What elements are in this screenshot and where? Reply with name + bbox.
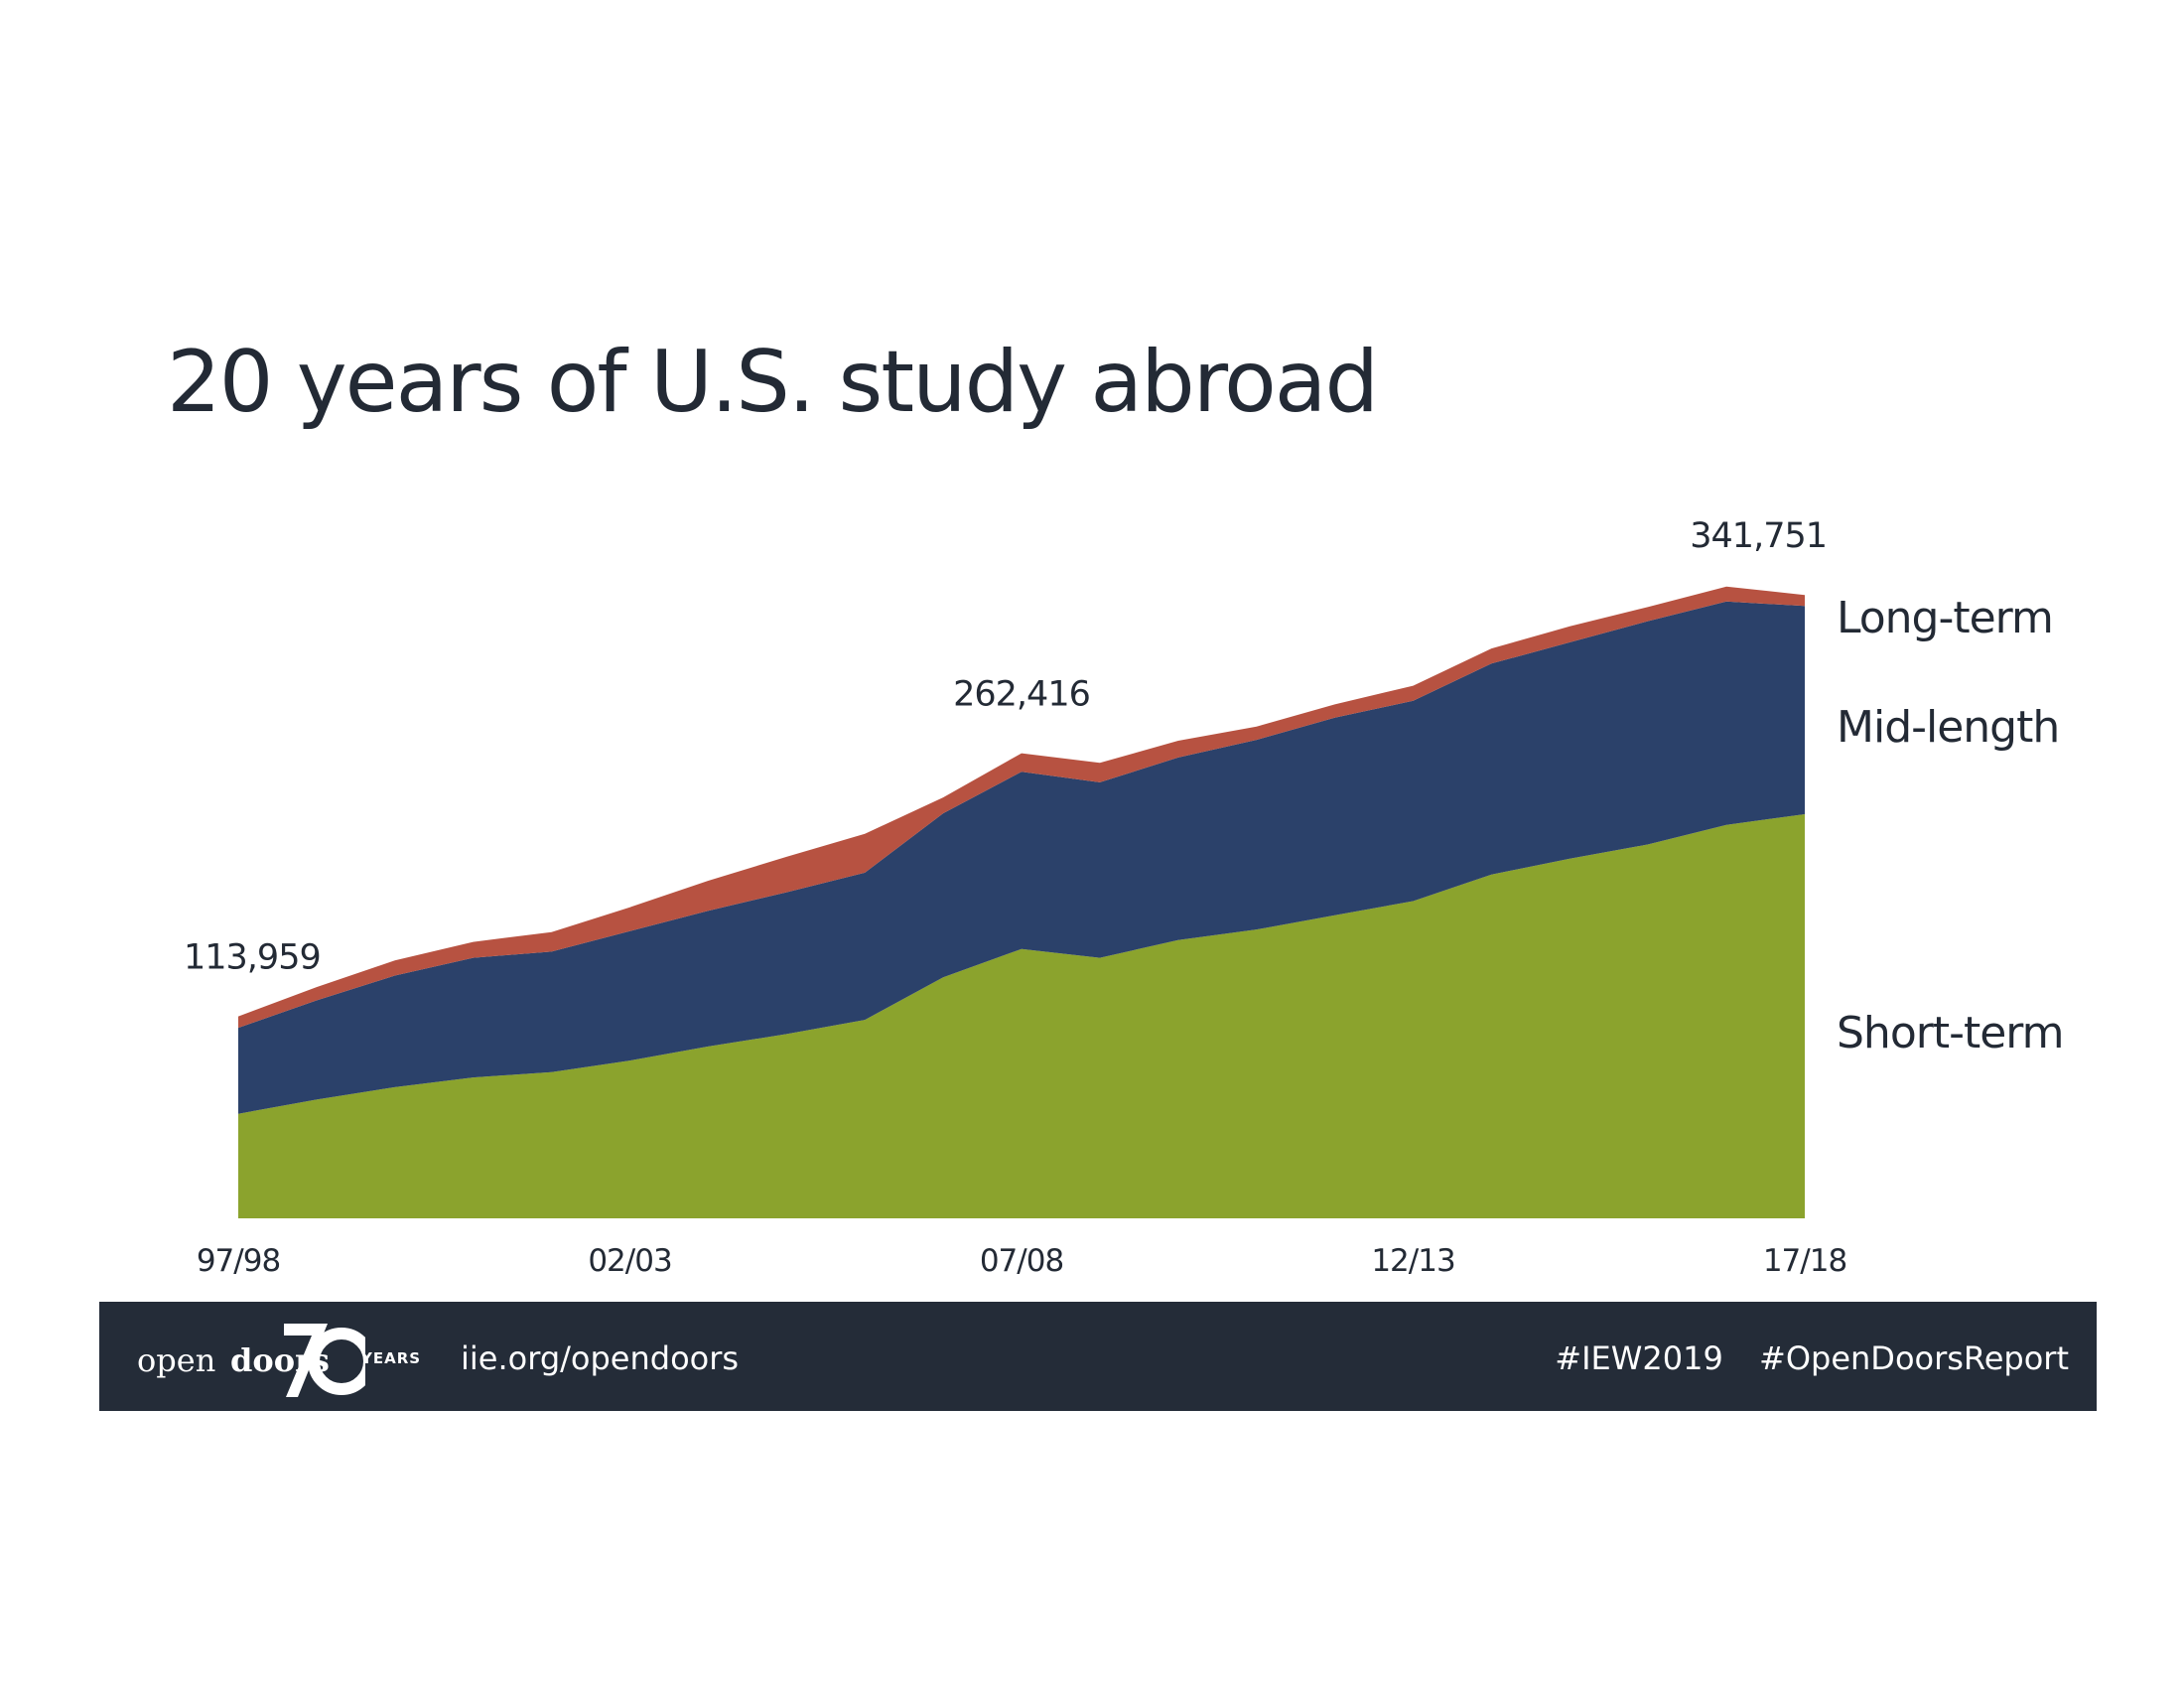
footer-hashtags: #IEW2019 #OpenDoorsReport [1555,1339,2069,1377]
x-tick-label: 17/18 [1763,1243,1846,1279]
area-layer [238,586,1805,1218]
logo-years-label: YEARS [361,1349,422,1367]
x-tick-label: 07/08 [980,1243,1063,1279]
logo-zero-glyph [308,1328,365,1395]
x-tick-label: 02/03 [588,1243,671,1279]
area-long-term [238,586,1805,1029]
area-chart: 97/98 02/03 07/08 12/13 17/18 113,959 262,416… [184,516,2064,1279]
x-tick-label: 12/13 [1371,1243,1454,1279]
chart-title: 20 years of U.S. study abroad [167,333,1379,432]
total-annotation: 262,416 [953,675,1090,715]
footer-bar: open doors YEARS iie.org/opendoors #IEW2… [99,1302,2097,1411]
series-labels: Short-term Mid-length Long-term [1837,593,2064,1058]
hashtag-iew[interactable]: #IEW2019 [1555,1339,1723,1377]
total-annotation: 341,751 [1690,516,1827,556]
logo-70-mark [284,1324,365,1397]
series-label-mid-length: Mid-length [1837,702,2059,753]
logo-text-open: open [137,1341,216,1379]
series-label-short-term: Short-term [1837,1008,2063,1058]
series-label-long-term: Long-term [1837,593,2053,643]
footer-divider [124,1299,442,1302]
total-annotation: 113,959 [184,938,321,978]
area-mid-length [238,601,1805,1114]
area-short-term [238,814,1805,1218]
x-tick-label: 97/98 [197,1243,280,1279]
value-annotations: 113,959 262,416 341,751 [184,516,1828,978]
hashtag-opendoors[interactable]: #OpenDoorsReport [1759,1339,2069,1377]
x-axis-ticks: 97/98 02/03 07/08 12/13 17/18 [197,1243,1847,1279]
footer-url-link[interactable]: iie.org/opendoors [461,1339,740,1377]
